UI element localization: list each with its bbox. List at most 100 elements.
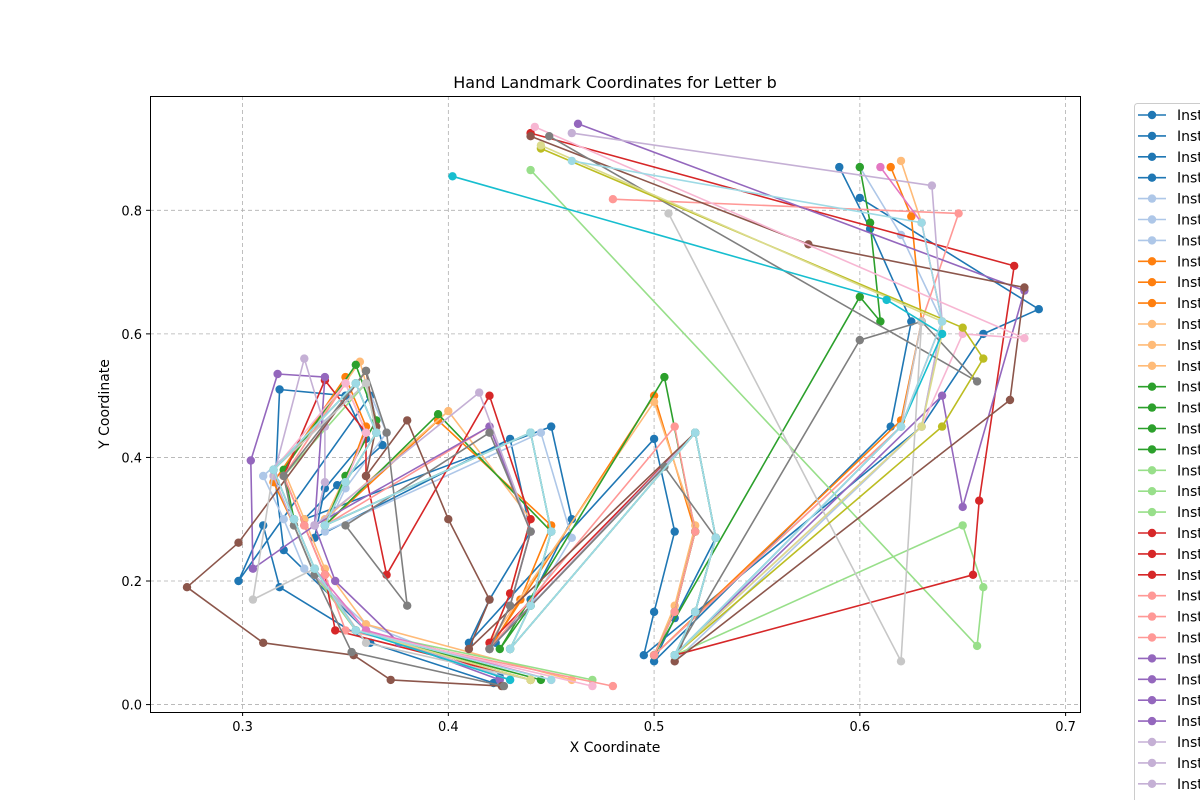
series-point (979, 583, 988, 592)
series-point (567, 156, 576, 166)
series-point (649, 651, 659, 660)
legend-entry: Inst (1138, 213, 1200, 229)
series-point (300, 354, 309, 363)
legend-label: Inst (1177, 338, 1200, 354)
series-point (495, 644, 504, 654)
x-tick-label: 0.4 (438, 720, 459, 735)
series-point (341, 379, 350, 388)
series-point (876, 317, 885, 326)
legend-label: Inst (1177, 150, 1200, 166)
tick-layer: 0.3 0.4 0.5 0.6 0.7 0.0 0.2 0.4 0.6 0.8 (121, 204, 1076, 735)
legend-label: Inst (1177, 317, 1200, 333)
series-instance (269, 122, 1029, 691)
legend-label: Inst (1177, 192, 1200, 208)
series-point (526, 601, 535, 610)
legend-marker (1147, 716, 1157, 726)
series-point (882, 295, 891, 305)
series-point (526, 132, 535, 141)
series-point (545, 132, 554, 141)
legend-entry: Inst (1138, 756, 1200, 772)
series-point (259, 521, 268, 530)
series-point (300, 521, 309, 530)
legend-marker (1147, 298, 1157, 308)
series-point (499, 681, 509, 691)
legend-label: Inst (1177, 777, 1200, 793)
series-point (320, 372, 330, 382)
legend-label: Inst (1177, 442, 1200, 458)
series-point (917, 218, 926, 227)
series-instance (279, 132, 982, 691)
legend-label: Inst (1177, 505, 1200, 521)
series-point (958, 521, 967, 530)
legend-marker (1147, 215, 1157, 224)
series-point (361, 638, 371, 647)
legend-entry: Inst (1138, 422, 1200, 438)
series-point (361, 366, 371, 376)
series-point (347, 647, 356, 657)
legend-label: Inst (1177, 401, 1200, 417)
legend-label: Inst (1177, 359, 1200, 375)
legend-entry: Inst (1138, 192, 1200, 208)
series-point (403, 416, 412, 425)
legend-label: Inst (1177, 651, 1200, 667)
series-point (979, 329, 988, 339)
series-point (279, 471, 288, 481)
series-point (536, 428, 546, 437)
series-point (954, 209, 963, 218)
series-point (351, 360, 360, 369)
series-point (608, 681, 618, 691)
series-instance (269, 172, 947, 685)
series-point (341, 478, 350, 487)
legend-marker (1147, 445, 1157, 454)
legend-marker (1147, 236, 1157, 245)
legend-marker (1147, 487, 1157, 496)
legend-marker (1147, 319, 1157, 329)
legend-marker (1147, 152, 1157, 161)
legend-marker (1147, 424, 1157, 433)
series-point (275, 385, 284, 394)
series-point (444, 515, 453, 524)
legend-label: Inst (1177, 693, 1200, 709)
chart-title: Hand Landmark Coordinates for Letter b (453, 73, 776, 92)
series-point (896, 422, 906, 431)
series-line (252, 213, 923, 681)
series-point (927, 181, 937, 190)
series-point (670, 657, 679, 666)
series-point (835, 162, 844, 172)
series-point (485, 428, 494, 437)
series-point (855, 292, 864, 301)
legend-entry: Inst (1138, 777, 1200, 793)
series-point (972, 377, 982, 386)
legend-marker (1147, 612, 1157, 621)
series-point (382, 428, 391, 437)
series-point (608, 195, 618, 204)
legend-marker (1147, 675, 1157, 684)
legend-marker (1147, 758, 1157, 768)
legend-entry: Inst (1138, 129, 1200, 145)
series-point (320, 521, 330, 530)
series-point (670, 651, 679, 660)
legend-entry: Inst (1138, 296, 1200, 312)
series-point (670, 527, 679, 536)
series-point (320, 527, 330, 536)
series-point (567, 515, 576, 524)
series-point (1020, 334, 1029, 343)
legend-marker (1147, 194, 1157, 203)
series-point (660, 462, 669, 471)
legend-entry: Inst (1138, 108, 1200, 124)
series-point (972, 641, 982, 651)
legend-label: Inst (1177, 568, 1200, 584)
legend-entry: Inst (1138, 463, 1200, 479)
legend-label: Inst (1177, 735, 1200, 751)
legend-entry: Inst (1138, 505, 1200, 521)
x-tick-label: 0.7 (1055, 720, 1076, 735)
legend-label: Inst (1177, 484, 1200, 500)
series-point (649, 657, 659, 666)
legend-label: Inst (1177, 631, 1200, 647)
series-point (361, 379, 371, 388)
series-point (526, 527, 535, 536)
series-instance (269, 144, 988, 685)
legend-entry: Inst (1138, 672, 1200, 688)
series-point (505, 675, 515, 685)
legend-label: Inst (1177, 422, 1200, 438)
